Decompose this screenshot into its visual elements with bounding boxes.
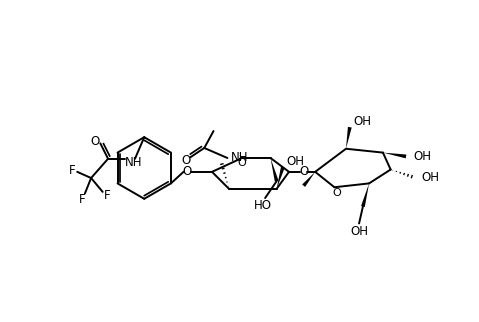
Text: OH: OH <box>414 150 432 163</box>
Text: NH: NH <box>125 156 142 169</box>
Text: OH: OH <box>354 115 372 128</box>
Text: O: O <box>182 166 192 178</box>
Text: F: F <box>104 189 111 202</box>
Text: O: O <box>332 188 341 198</box>
Polygon shape <box>277 167 285 189</box>
Polygon shape <box>346 127 352 149</box>
Text: F: F <box>80 193 86 206</box>
Text: OH: OH <box>287 155 305 167</box>
Text: O: O <box>299 166 308 178</box>
Polygon shape <box>271 158 278 182</box>
Text: OH: OH <box>422 171 439 184</box>
Text: NH: NH <box>230 151 248 165</box>
Text: O: O <box>91 135 100 148</box>
Polygon shape <box>302 172 315 187</box>
Text: O: O <box>238 157 246 168</box>
Text: O: O <box>181 154 191 167</box>
Polygon shape <box>383 153 406 158</box>
Text: HO: HO <box>254 199 272 212</box>
Text: OH: OH <box>350 225 368 238</box>
Text: F: F <box>69 164 76 177</box>
Polygon shape <box>361 184 369 207</box>
